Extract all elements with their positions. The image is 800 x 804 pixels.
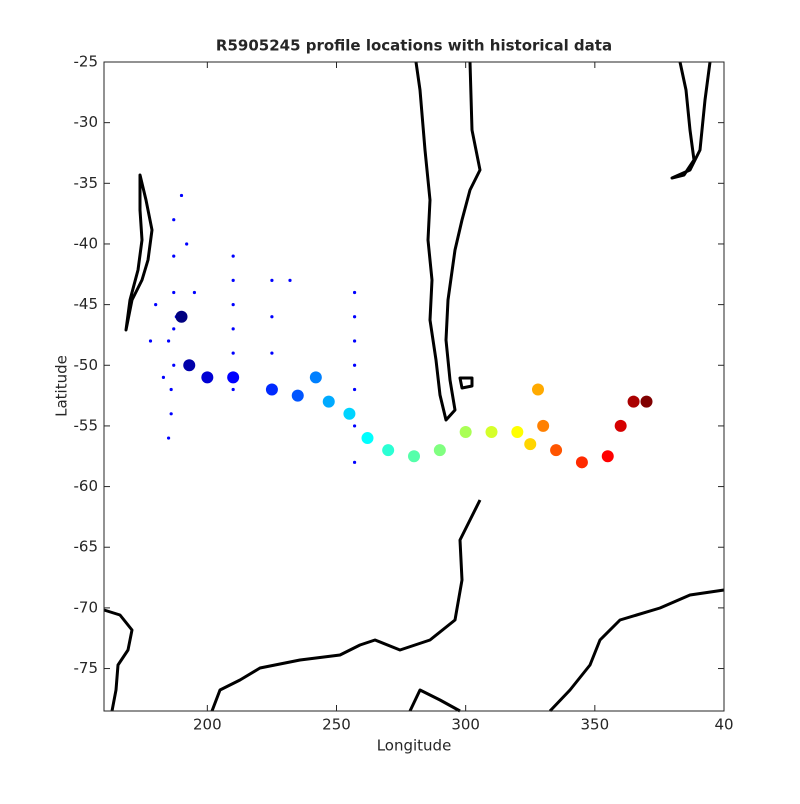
coastline <box>414 61 482 422</box>
axes-frame <box>103 61 725 712</box>
historical-point <box>231 303 235 307</box>
x-tick-label: 350 <box>581 716 610 734</box>
historical-point <box>185 242 189 246</box>
profile-point <box>343 407 356 420</box>
profile-point <box>175 310 188 323</box>
profile-point <box>532 383 544 396</box>
historical-point <box>352 290 357 295</box>
coastline <box>670 61 712 180</box>
profile-point <box>183 359 196 372</box>
profile-point <box>408 450 420 463</box>
historical-point <box>172 218 176 222</box>
historical-point <box>169 412 173 416</box>
profile-point <box>291 389 304 402</box>
coastlines <box>103 61 725 713</box>
profile-point <box>524 438 537 451</box>
historical-point <box>288 278 292 282</box>
profile-point <box>575 456 588 469</box>
profile-point <box>485 425 498 438</box>
y-tick-label: -70 <box>74 598 99 616</box>
y-tick-label: -50 <box>74 356 99 374</box>
historical-point <box>352 460 357 464</box>
historical-point <box>231 254 235 258</box>
historical-point <box>231 278 235 282</box>
y-axis-label: Latitude <box>53 355 71 417</box>
y-tick-label: -65 <box>74 538 99 556</box>
historical-point <box>352 339 357 343</box>
historical-point <box>172 363 176 367</box>
y-tick-label: -45 <box>74 295 99 313</box>
profile-point <box>459 425 472 438</box>
historical-point <box>172 254 176 258</box>
historical-point <box>172 327 176 331</box>
y-tick-label: -30 <box>74 113 99 131</box>
coastline <box>124 173 154 332</box>
historical-point <box>166 339 171 343</box>
historical-point <box>231 351 235 355</box>
historical-point <box>270 351 274 355</box>
historical-point <box>231 387 235 392</box>
coastline <box>408 688 461 713</box>
x-tick-label: 300 <box>451 716 480 734</box>
historical-point <box>161 375 166 380</box>
x-tick-label: 40 <box>714 716 733 734</box>
historical-point <box>352 315 357 319</box>
profile-point <box>537 419 550 432</box>
coastline <box>548 588 725 713</box>
y-tick-label: -25 <box>74 53 99 71</box>
profile-point <box>627 395 640 408</box>
x-tick-label: 250 <box>322 716 351 734</box>
coastline <box>210 499 482 712</box>
profile-point <box>265 383 278 396</box>
profile-point <box>433 444 446 457</box>
coastline <box>103 608 134 712</box>
profile-point <box>550 444 563 457</box>
x-axis-label: Longitude <box>377 737 452 755</box>
y-tick-label: -60 <box>74 477 99 495</box>
profile-point <box>227 371 240 384</box>
historical-point <box>270 278 274 282</box>
historical-point <box>270 315 274 319</box>
profile-point <box>614 419 627 432</box>
x-tick-label: 200 <box>193 716 222 734</box>
historical-point <box>172 290 176 295</box>
historical-point <box>154 303 158 307</box>
historical-point <box>166 436 171 440</box>
profile-point <box>601 450 614 463</box>
y-tick-label: -75 <box>74 659 99 677</box>
plot-area <box>148 193 653 469</box>
chart-title: R5905245 profile locations with historic… <box>216 37 612 55</box>
profile-point <box>382 444 395 457</box>
y-tick-label: -35 <box>74 174 99 192</box>
profile-point <box>511 425 524 438</box>
historical-point <box>179 193 184 198</box>
profile-point <box>309 371 322 384</box>
profile-point <box>361 432 374 445</box>
historical-point <box>352 387 357 392</box>
historical-point <box>192 290 197 295</box>
coastline <box>458 376 474 390</box>
historical-point <box>169 387 173 392</box>
profile-point <box>201 371 214 384</box>
profile-point <box>640 395 653 408</box>
historical-point <box>352 424 357 428</box>
y-tick-label: -40 <box>74 234 99 252</box>
historical-point <box>148 339 153 343</box>
y-tick-label: -55 <box>74 416 99 434</box>
historical-point <box>231 327 235 331</box>
historical-point <box>352 363 357 367</box>
profile-point <box>322 395 335 408</box>
